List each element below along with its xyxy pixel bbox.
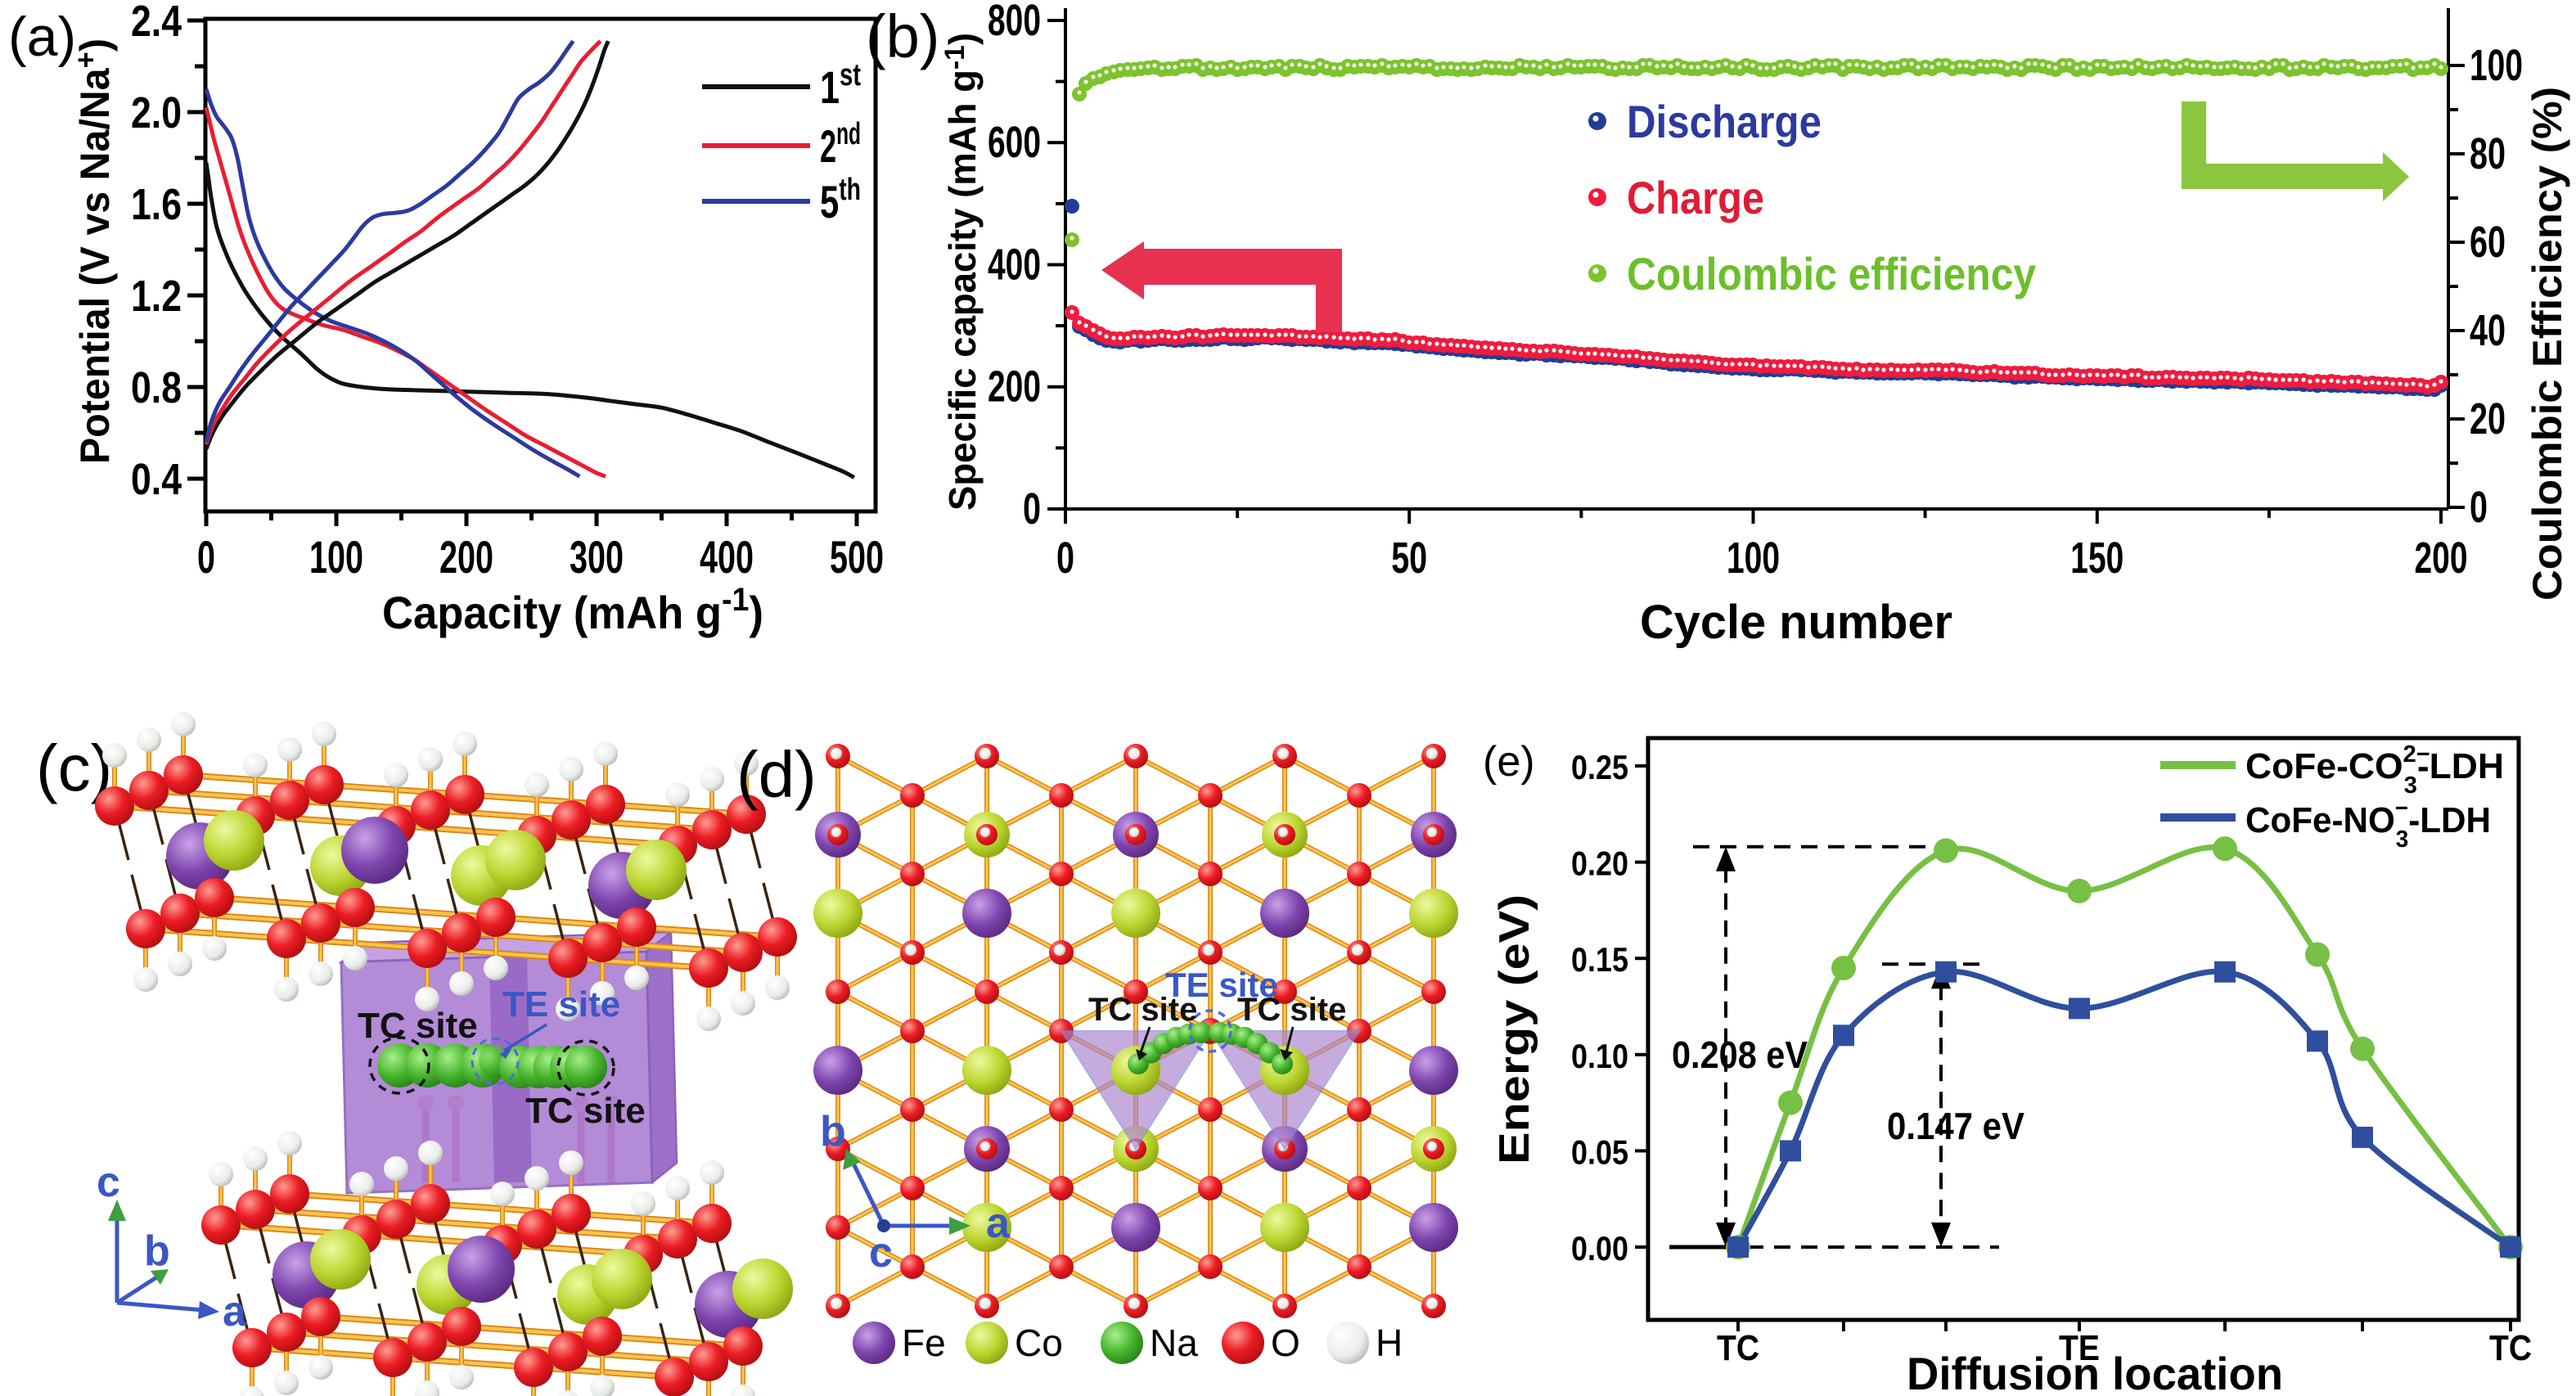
svg-text:0: 0 <box>2470 483 2488 532</box>
svg-text:2.0: 2.0 <box>131 88 182 137</box>
svg-text:0.4: 0.4 <box>131 455 182 504</box>
svg-text:CoFe-NO−3-LDH: CoFe-NO− 3-LDH <box>2245 795 2491 853</box>
svg-text:TE site: TE site <box>502 984 620 1024</box>
svg-text:0.8: 0.8 <box>131 363 182 412</box>
svg-text:TC site: TC site <box>1088 992 1197 1028</box>
svg-text:0.147 eV: 0.147 eV <box>1887 1105 2024 1147</box>
svg-text:0.00: 0.00 <box>1571 1229 1628 1268</box>
svg-text:O: O <box>1271 1322 1300 1364</box>
svg-text:(e): (e) <box>1483 738 1535 786</box>
svg-text:1st: 1st <box>820 58 861 113</box>
svg-text:200: 200 <box>988 363 1041 412</box>
svg-text:Coulombic efficiency: Coulombic efficiency <box>1627 248 2036 299</box>
svg-text:100: 100 <box>309 531 363 583</box>
svg-text:TC site: TC site <box>525 1091 646 1131</box>
svg-text:b: b <box>144 1227 170 1275</box>
svg-text:40: 40 <box>2470 306 2506 355</box>
svg-text:200: 200 <box>439 531 493 583</box>
svg-text:TC: TC <box>2489 1328 2532 1368</box>
svg-text:200: 200 <box>2415 534 2468 583</box>
svg-text:0.20: 0.20 <box>1571 844 1628 883</box>
svg-text:800: 800 <box>988 0 1041 45</box>
svg-text:300: 300 <box>570 531 624 583</box>
svg-text:Diffusion location: Diffusion location <box>1907 1348 2283 1396</box>
svg-text:(c): (c) <box>36 732 112 804</box>
svg-text:Co: Co <box>1015 1322 1063 1364</box>
svg-text:H: H <box>1376 1322 1403 1364</box>
svg-text:150: 150 <box>2070 534 2123 583</box>
svg-text:b: b <box>820 1108 846 1155</box>
svg-text:(d): (d) <box>736 738 817 811</box>
svg-text:(a): (a) <box>8 6 76 68</box>
svg-text:0.208 eV: 0.208 eV <box>1672 1033 1808 1076</box>
svg-text:TC: TC <box>1717 1328 1759 1368</box>
svg-text:Charge: Charge <box>1627 172 1764 223</box>
svg-text:2nd: 2nd <box>820 117 861 172</box>
svg-text:Cycle number: Cycle number <box>1640 596 1952 649</box>
svg-text:0: 0 <box>1056 534 1074 583</box>
svg-text:TE: TE <box>2059 1328 2100 1368</box>
svg-text:TC site: TC site <box>358 1006 478 1046</box>
svg-text:Coulombic Efficiency (%): Coulombic Efficiency (%) <box>2524 87 2570 601</box>
svg-text:500: 500 <box>830 531 884 583</box>
svg-text:0.15: 0.15 <box>1571 940 1628 979</box>
svg-text:80: 80 <box>2470 129 2506 178</box>
svg-text:20: 20 <box>2470 394 2506 444</box>
svg-text:1.2: 1.2 <box>131 272 182 321</box>
svg-text:c: c <box>97 1159 120 1206</box>
svg-text:100: 100 <box>1727 534 1780 583</box>
svg-text:0: 0 <box>1023 484 1041 534</box>
svg-text:Discharge: Discharge <box>1627 96 1822 147</box>
svg-text:2.4: 2.4 <box>131 0 182 46</box>
svg-text:a: a <box>223 1288 247 1335</box>
svg-text:CoFe-CO2−3-LDH: CoFe-CO2− 3-LDH <box>2245 741 2504 799</box>
svg-text:0.10: 0.10 <box>1571 1037 1628 1075</box>
svg-text:0.25: 0.25 <box>1571 748 1628 786</box>
svg-text:TC site: TC site <box>1237 992 1346 1028</box>
svg-text:(b): (b) <box>866 2 939 70</box>
svg-text:Specific capacity (mAh g-1): Specific capacity (mAh g-1) <box>939 33 984 511</box>
svg-text:Potential (V vs Na/Na+): Potential (V vs Na/Na+) <box>69 38 118 464</box>
svg-text:Energy (eV): Energy (eV) <box>1491 894 1538 1164</box>
svg-text:0: 0 <box>197 531 215 583</box>
svg-text:60: 60 <box>2470 218 2506 267</box>
svg-text:c: c <box>869 1229 893 1277</box>
svg-text:400: 400 <box>700 531 754 583</box>
svg-text:Capacity (mAh g-1): Capacity (mAh g-1) <box>382 582 763 638</box>
svg-text:600: 600 <box>988 118 1041 167</box>
svg-text:a: a <box>986 1200 1011 1247</box>
svg-text:Fe: Fe <box>902 1322 946 1364</box>
svg-text:5th: 5th <box>820 173 861 227</box>
svg-text:100: 100 <box>2470 41 2523 90</box>
svg-text:1.6: 1.6 <box>131 180 182 229</box>
svg-text:Na: Na <box>1150 1322 1198 1364</box>
svg-text:0.05: 0.05 <box>1571 1133 1628 1171</box>
svg-text:TE site: TE site <box>1165 966 1278 1004</box>
svg-text:400: 400 <box>988 241 1041 290</box>
svg-text:50: 50 <box>1391 534 1427 583</box>
